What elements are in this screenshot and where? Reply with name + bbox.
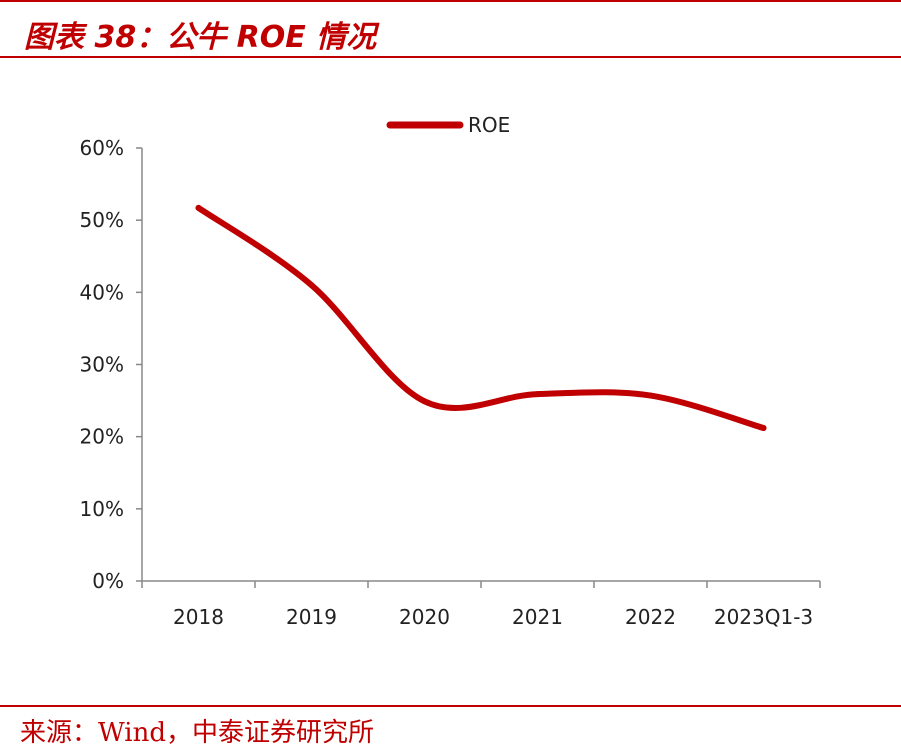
data-point-roe xyxy=(421,398,428,405)
x-tick-label: 2018 xyxy=(173,605,224,629)
data-point-roe xyxy=(195,204,202,211)
title-bar: 图表 38：公牛 ROE 情况 xyxy=(0,0,901,60)
x-tick-label: 2023Q1-3 xyxy=(714,605,813,629)
x-tick-label: 2021 xyxy=(512,605,563,629)
data-point-roe xyxy=(534,391,541,398)
figure-title: 图表 38：公牛 ROE 情况 xyxy=(24,20,377,55)
y-tick-label: 0% xyxy=(92,569,124,593)
x-tick-label: 2019 xyxy=(286,605,337,629)
y-tick-label: 30% xyxy=(80,353,124,377)
y-tick-label: 50% xyxy=(80,208,124,232)
x-tick-label: 2022 xyxy=(625,605,676,629)
top-rule xyxy=(0,0,901,2)
roe-line-chart: ROE 0% 10% 20% 30% 40% 50% 60% 2018 2019 2020 202… xyxy=(80,113,821,629)
title-rule xyxy=(0,56,901,58)
x-tick-label: 2020 xyxy=(399,605,450,629)
data-point-roe xyxy=(760,425,767,432)
x-axis: 2018 2019 2020 2021 2022 2023Q1-3 xyxy=(141,580,821,629)
source-rule xyxy=(0,705,901,707)
data-point-roe xyxy=(308,282,315,289)
series-line-roe xyxy=(195,204,767,432)
source-note: 来源：Wind，中泰证券研究所 xyxy=(20,718,374,748)
chart-legend: ROE xyxy=(386,113,510,137)
y-axis: 0% 10% 20% 30% 40% 50% 60% xyxy=(80,136,143,593)
y-tick-label: 20% xyxy=(80,425,124,449)
y-tick-label: 60% xyxy=(80,136,124,160)
data-point-roe xyxy=(647,392,654,399)
series-roe xyxy=(195,204,767,432)
legend-label-roe: ROE xyxy=(468,113,510,137)
y-tick-label: 40% xyxy=(80,280,124,304)
y-tick-label: 10% xyxy=(80,497,124,521)
